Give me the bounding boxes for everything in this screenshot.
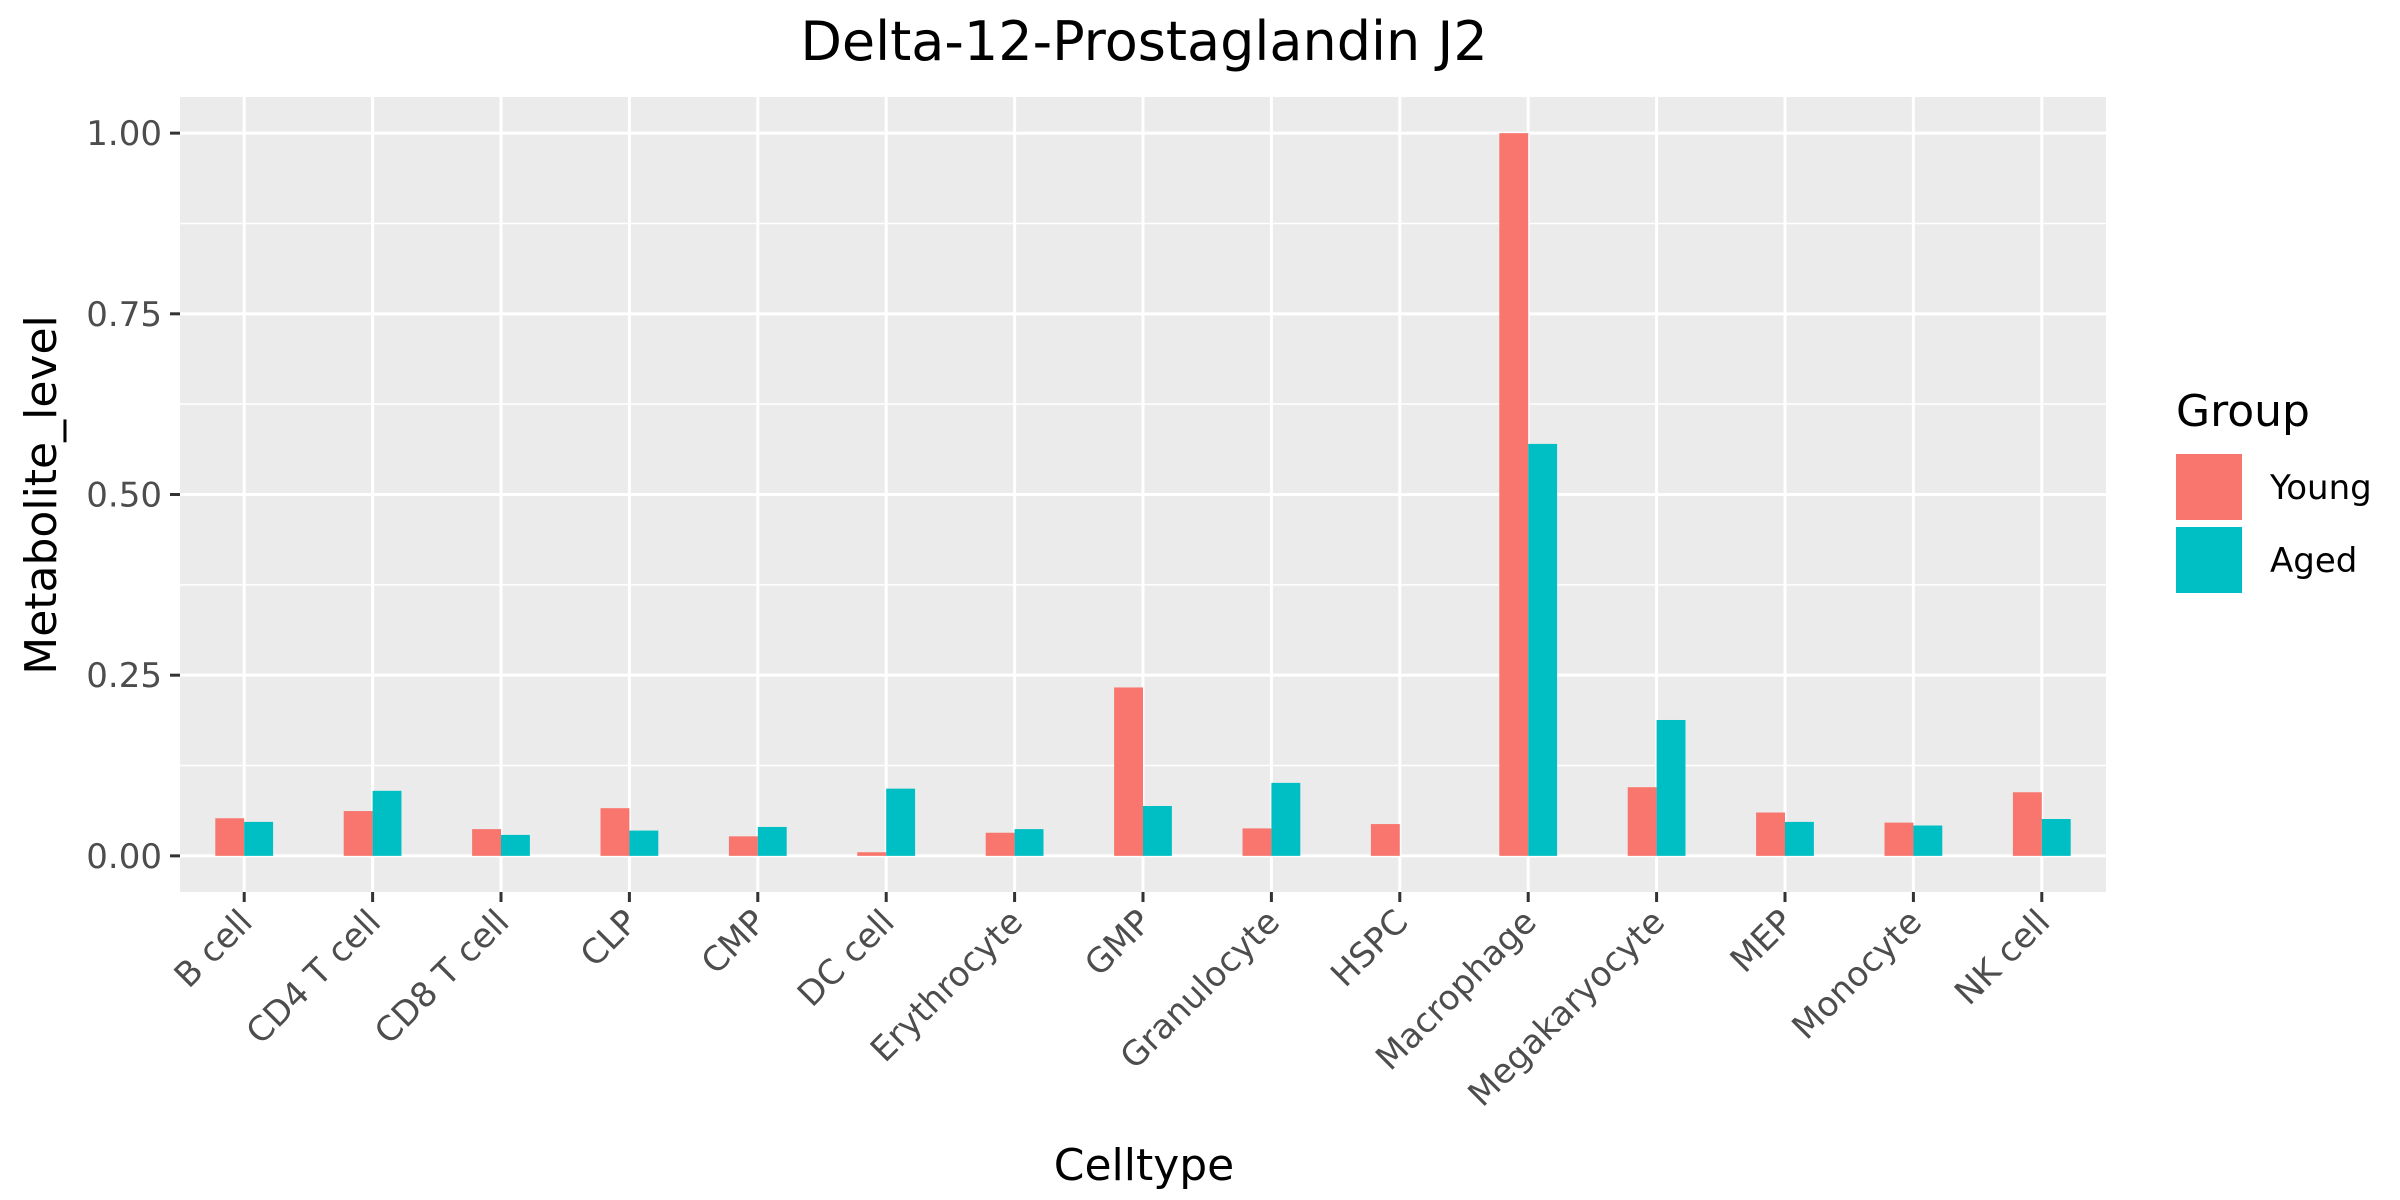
bar-young (985, 832, 1015, 856)
legend: Group Young Aged (2176, 386, 2372, 593)
x-axis-title: Celltype (1054, 1140, 1235, 1191)
bar-young (1884, 822, 1914, 856)
legend-label-aged: Aged (2270, 541, 2357, 581)
bar-aged (757, 826, 787, 856)
x-tick-label: NK cell (1947, 902, 2058, 1013)
y-tick-label: 1.00 (86, 114, 162, 154)
bar-aged (1913, 825, 1943, 856)
bar-aged (1528, 443, 1558, 856)
legend-key-young (2176, 454, 2242, 520)
bar-young (857, 852, 887, 856)
bar-aged (501, 834, 530, 856)
bar-young (472, 829, 501, 856)
bar-aged (1656, 719, 1686, 856)
bar-young (1499, 133, 1529, 856)
x-tick-label: GMP (1077, 902, 1159, 984)
x-tick-label: DC cell (790, 902, 903, 1015)
bar-young (600, 808, 630, 856)
x-tick-label: Monocyte (1784, 902, 1929, 1047)
x-tick-label: CD8 T cell (367, 902, 517, 1052)
bar-young (1242, 828, 1272, 856)
y-tick-label: 0.50 (86, 476, 162, 516)
bar-young (1370, 824, 1400, 856)
bar-aged (1271, 782, 1301, 856)
chart-title: Delta-12-Prostaglandin J2 (800, 10, 1487, 73)
bars (215, 133, 2071, 856)
bar-aged (244, 821, 274, 856)
bar-aged (372, 790, 402, 856)
y-tick-label: 0.75 (86, 295, 162, 335)
y-tick-label: 0.00 (86, 837, 162, 877)
bar-young (343, 811, 373, 856)
x-tick-label: HSPC (1323, 902, 1416, 995)
y-axis-title: Metabolite_level (16, 315, 67, 675)
bar-aged (2041, 819, 2071, 856)
legend-title: Group (2176, 386, 2310, 437)
y-tick-label: 0.25 (86, 656, 162, 696)
legend-key-aged (2176, 527, 2242, 593)
bar-aged (1785, 821, 1814, 856)
x-tick-label: CMP (694, 902, 774, 982)
bar-aged (1014, 829, 1044, 856)
x-tick-label: CD4 T cell (239, 902, 389, 1052)
x-tick-label: CLP (573, 902, 646, 975)
bar-young (1756, 812, 1785, 856)
x-tick-label: B cell (167, 902, 261, 996)
bar-young (728, 836, 758, 856)
legend-label-young: Young (2269, 468, 2372, 508)
bar-aged (886, 788, 916, 856)
bar-young (2012, 792, 2042, 856)
bar-young (1627, 787, 1657, 856)
bar-young (1114, 687, 1143, 856)
x-tick-label: MEP (1723, 902, 1802, 981)
y-axis: 0.00 0.25 0.50 0.75 1.00 (86, 114, 180, 877)
bar-aged (1143, 805, 1172, 856)
bar-young (215, 818, 245, 856)
bar-aged (629, 830, 659, 856)
